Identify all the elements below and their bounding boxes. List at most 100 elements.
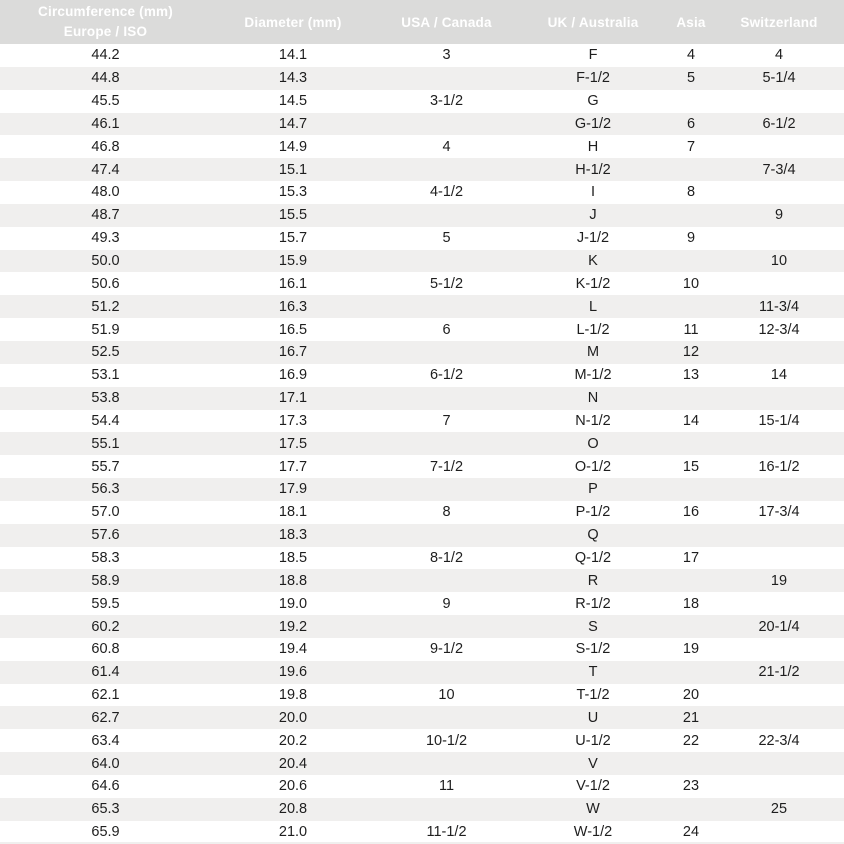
cell-usa-canada	[375, 615, 518, 638]
cell-asia: 10	[682, 275, 700, 292]
table-row: 44.2 14.1 3 F 4 4	[0, 44, 844, 67]
cell-circumference-europe-iso: 64.6	[91, 778, 120, 795]
cell-switzerland	[714, 775, 844, 798]
cell-switzerland	[714, 478, 844, 501]
cell-diameter: 19.0	[278, 595, 308, 612]
cell-diameter: 19.6	[278, 664, 308, 681]
cell-asia: 9	[686, 230, 696, 247]
header-circumference-line1: Circumference (mm)	[38, 4, 173, 20]
cell-usa-canada	[375, 295, 518, 318]
cell-asia: 20	[682, 687, 700, 704]
cell-asia	[668, 798, 714, 821]
cell-usa-canada	[375, 250, 518, 273]
cell-usa-canada: 7-1/2	[429, 458, 464, 475]
cell-circumference-europe-iso: 49.3	[91, 230, 120, 247]
cell-asia	[668, 295, 714, 318]
cell-circumference-europe-iso: 44.8	[91, 70, 120, 87]
cell-asia: 4	[686, 47, 696, 64]
table-row: 60.2 19.2 S 20-1/4	[0, 615, 844, 638]
cell-circumference-europe-iso: 59.5	[91, 595, 120, 612]
cell-usa-canada	[375, 113, 518, 136]
header-circumference-europe-iso: Circumference (mm) Europe / ISO	[0, 0, 211, 44]
cell-switzerland: 21-1/2	[758, 664, 800, 681]
cell-asia: 12	[682, 344, 700, 361]
cell-usa-canada	[375, 524, 518, 547]
cell-switzerland: 22-3/4	[758, 732, 800, 749]
cell-switzerland: 14	[770, 367, 788, 384]
cell-switzerland	[714, 592, 844, 615]
cell-diameter: 17.1	[278, 390, 308, 407]
cell-switzerland	[714, 432, 844, 455]
cell-switzerland	[714, 90, 844, 113]
cell-uk-australia: G-1/2	[574, 115, 612, 132]
cell-switzerland: 25	[770, 801, 788, 818]
cell-switzerland	[714, 135, 844, 158]
cell-diameter: 16.5	[278, 321, 308, 338]
cell-switzerland	[714, 752, 844, 775]
cell-asia: 14	[682, 412, 700, 429]
cell-diameter: 18.8	[278, 572, 308, 589]
cell-circumference-europe-iso: 51.2	[91, 298, 120, 315]
header-usa-canada: USA / Canada	[401, 14, 492, 30]
table-row: 54.4 17.3 7 N-1/2 14 15-1/4	[0, 409, 844, 433]
cell-usa-canada	[375, 706, 518, 729]
cell-asia: 15	[682, 458, 700, 475]
cell-uk-australia: Q-1/2	[574, 549, 612, 566]
cell-uk-australia: T	[588, 664, 598, 681]
cell-diameter: 18.3	[278, 527, 308, 544]
cell-circumference-europe-iso: 52.5	[91, 344, 120, 361]
cell-diameter: 20.6	[278, 778, 308, 795]
cell-usa-canada	[375, 158, 518, 181]
table-row: 63.4 20.2 10-1/2 U-1/2 22 22-3/4	[0, 729, 844, 753]
cell-asia	[668, 524, 714, 547]
cell-switzerland	[714, 387, 844, 410]
cell-diameter: 15.9	[278, 253, 308, 270]
cell-diameter: 18.1	[278, 504, 308, 521]
cell-circumference-europe-iso: 57.0	[91, 504, 120, 521]
table-row: 56.3 17.9 P	[0, 478, 844, 501]
cell-uk-australia: I	[590, 184, 596, 201]
cell-diameter: 14.7	[278, 115, 308, 132]
table-row: 57.0 18.1 8 P-1/2 16 17-3/4	[0, 500, 844, 524]
cell-uk-australia: M	[586, 344, 600, 361]
cell-uk-australia: R	[587, 572, 599, 589]
cell-diameter: 20.4	[278, 755, 308, 772]
cell-circumference-europe-iso: 56.3	[91, 481, 120, 498]
table-body: 44.2 14.1 3 F 4 4 44.8 14.3 F-1/2 5 5-1/…	[0, 44, 844, 844]
table-row: 58.9 18.8 R 19	[0, 569, 844, 593]
cell-circumference-europe-iso: 53.1	[91, 367, 120, 384]
cell-uk-australia: F	[588, 47, 598, 64]
table-row: 65.9 21.0 11-1/2 W-1/2 24	[0, 820, 844, 844]
table-row: 62.7 20.0 U 21	[0, 706, 844, 730]
cell-circumference-europe-iso: 62.7	[91, 709, 120, 726]
cell-usa-canada: 5	[442, 230, 451, 247]
table-row: 58.3 18.5 8-1/2 Q-1/2 17	[0, 546, 844, 570]
cell-uk-australia: G	[587, 93, 599, 110]
cell-asia	[668, 250, 714, 273]
cell-diameter: 20.0	[278, 709, 308, 726]
cell-usa-canada: 9-1/2	[429, 641, 464, 658]
cell-asia	[668, 615, 714, 638]
cell-circumference-europe-iso: 48.0	[91, 184, 120, 201]
cell-switzerland	[714, 547, 844, 570]
cell-switzerland: 10	[770, 253, 788, 270]
table-row: 49.3 15.7 5 J-1/2 9	[0, 226, 844, 250]
cell-asia: 23	[682, 778, 700, 795]
cell-circumference-europe-iso: 60.8	[91, 641, 120, 658]
cell-circumference-europe-iso: 62.1	[91, 687, 120, 704]
cell-diameter: 19.4	[278, 641, 308, 658]
cell-circumference-europe-iso: 58.3	[91, 549, 120, 566]
cell-circumference-europe-iso: 50.6	[91, 275, 120, 292]
cell-circumference-europe-iso: 55.1	[91, 435, 120, 452]
cell-usa-canada	[375, 661, 518, 684]
table-row: 51.2 16.3 L 11-3/4	[0, 295, 844, 319]
cell-uk-australia: F-1/2	[576, 70, 610, 87]
cell-circumference-europe-iso: 60.2	[91, 618, 120, 635]
cell-uk-australia: K-1/2	[575, 275, 611, 292]
cell-usa-canada	[375, 752, 518, 775]
cell-diameter: 17.9	[278, 481, 308, 498]
cell-diameter: 15.3	[278, 184, 308, 201]
table-row: 62.1 19.8 10 T-1/2 20	[0, 683, 844, 707]
cell-switzerland: 17-3/4	[758, 504, 800, 521]
